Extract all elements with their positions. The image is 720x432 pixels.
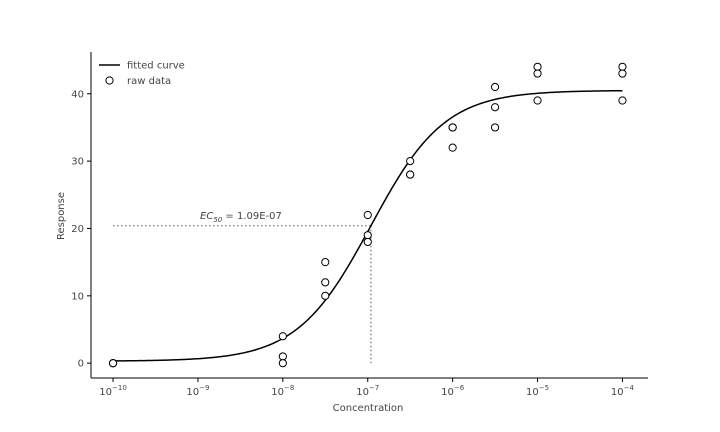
data-point	[618, 96, 627, 105]
data-point	[321, 278, 330, 287]
data-point	[533, 62, 542, 71]
data-point	[406, 170, 415, 179]
x-tick-label: 10−4	[611, 384, 635, 398]
x-axis-label: Concentration	[333, 403, 404, 414]
data-point	[321, 291, 330, 300]
data-point	[618, 62, 627, 71]
y-tick-label: 0	[78, 359, 84, 370]
data-point	[533, 69, 542, 78]
data-point	[490, 103, 500, 112]
data-point	[278, 332, 287, 341]
x-tick-label: 10−10	[99, 384, 127, 398]
y-axis-label: Response	[56, 192, 67, 240]
data-point	[363, 210, 372, 220]
y-tick-label: 10	[71, 291, 84, 302]
data-point	[321, 258, 330, 267]
legend-marker-swatch	[105, 76, 114, 85]
axes	[90, 52, 648, 379]
data-point	[533, 96, 542, 105]
x-tick-label: 10−6	[441, 384, 465, 398]
data-point	[490, 82, 500, 92]
x-tick-label: 10−9	[186, 384, 209, 398]
y-tick-label: 20	[71, 224, 84, 235]
data-point	[448, 143, 457, 152]
data-point	[278, 352, 287, 361]
x-tick-label: 10−8	[271, 384, 294, 398]
ec50-annotation: EC50 = 1.09E-07	[113, 211, 372, 364]
data-point	[406, 157, 415, 166]
data-point	[363, 237, 372, 247]
data-point	[448, 123, 457, 132]
y-tick-label: 40	[71, 89, 84, 100]
data-point	[363, 231, 372, 240]
x-tick-label: 10−5	[526, 384, 549, 398]
data-point	[108, 359, 118, 368]
legend-label-raw-data: raw data	[127, 76, 171, 87]
x-tick-label: 10−7	[356, 384, 379, 398]
data-point	[618, 69, 627, 78]
legend-label-fitted-curve: fitted curve	[127, 61, 185, 72]
ec50-label: EC50 = 1.09E-07	[200, 211, 282, 224]
data-point	[278, 359, 287, 368]
legend: fitted curve raw data	[99, 61, 185, 87]
y-tick-label: 30	[71, 157, 84, 168]
axis-ticks: 10−10 10−9 10−8 10−7 10−6 10−5 10−4 0 10 20 30 40	[71, 89, 634, 398]
raw-data-points	[108, 62, 627, 368]
data-point	[490, 123, 500, 132]
